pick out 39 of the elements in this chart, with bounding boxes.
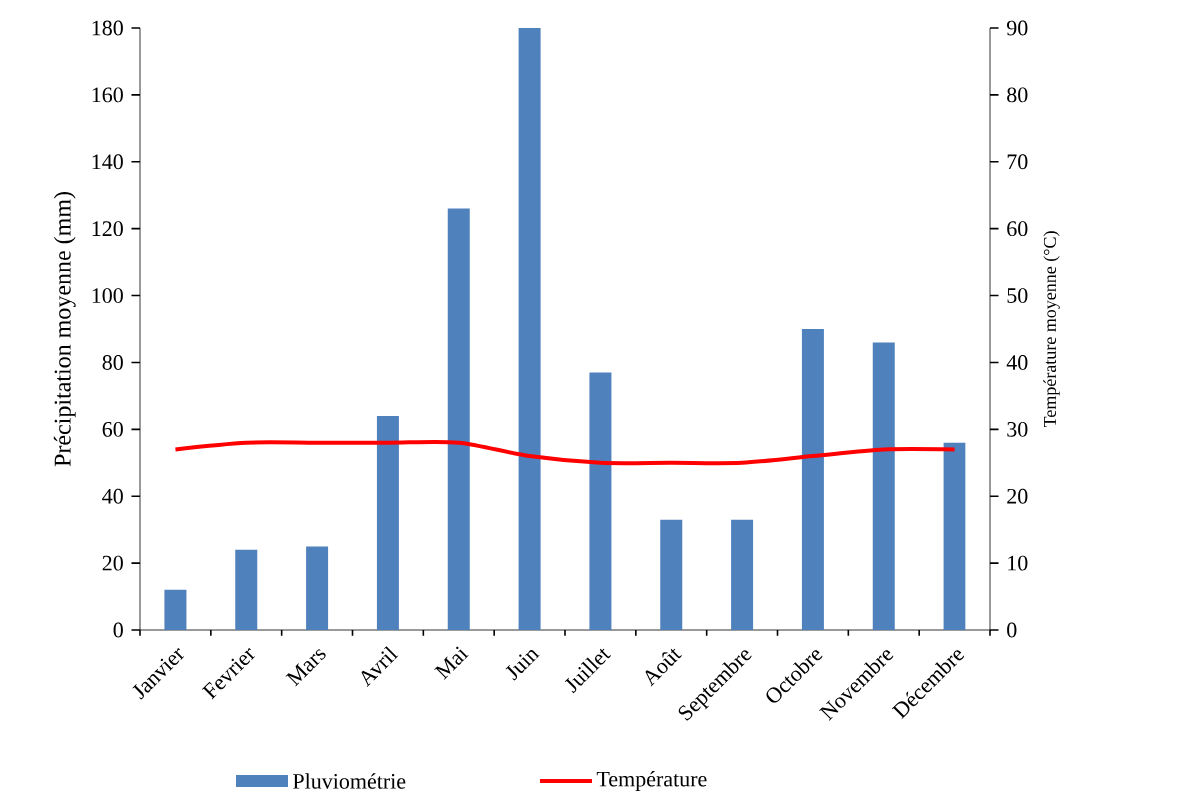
y-tick-label: 140: [92, 154, 123, 170]
y2-tick-label: 40: [1006, 355, 1028, 370]
y2-tick-label: 20: [1007, 488, 1028, 504]
y2-tick-label: 90: [1006, 20, 1028, 36]
y-tick-label: 0: [113, 622, 123, 638]
y2-tick-label: 50: [1007, 288, 1028, 303]
y-tick-label: 120: [92, 221, 123, 237]
bar: [731, 519, 754, 630]
y2-tick-label: 30: [1007, 421, 1028, 437]
bar: [376, 415, 399, 630]
y2-axis-title: Température moyenne (°C): [1043, 231, 1060, 428]
bar: [235, 549, 258, 630]
bar: [943, 442, 966, 630]
y-tick-label: 20: [102, 555, 123, 571]
bar: [447, 208, 470, 630]
y-tick-label: 60: [102, 421, 123, 437]
bar: [306, 546, 329, 630]
legend-label: Pluviométrie: [293, 773, 406, 789]
y-axis-title: Précipitation moyenne (mm): [53, 192, 76, 467]
line-series: [173, 439, 957, 466]
y-tick-label: 180: [92, 20, 123, 36]
y2-tick-label: 80: [1007, 87, 1028, 103]
bar: [801, 329, 824, 630]
y2-tick-label: 60: [1007, 221, 1028, 237]
y2-tick-label: 70: [1007, 154, 1028, 170]
legend-label: Température: [596, 771, 707, 791]
bar: [518, 28, 541, 630]
y-tick-label: 80: [102, 355, 123, 370]
bar: [660, 519, 683, 630]
y-tick-label: 160: [92, 87, 123, 103]
bar: [164, 589, 187, 630]
y2-tick-label: 0: [1007, 622, 1017, 638]
x-tick-label: Mai: [434, 646, 469, 680]
y-tick-label: 100: [92, 288, 123, 303]
y2-tick-label: 10: [1008, 555, 1028, 571]
bar: [589, 372, 612, 630]
bar: [872, 342, 895, 630]
x-tick-label: Juin: [505, 649, 540, 681]
y-tick-label: 40: [102, 488, 123, 504]
